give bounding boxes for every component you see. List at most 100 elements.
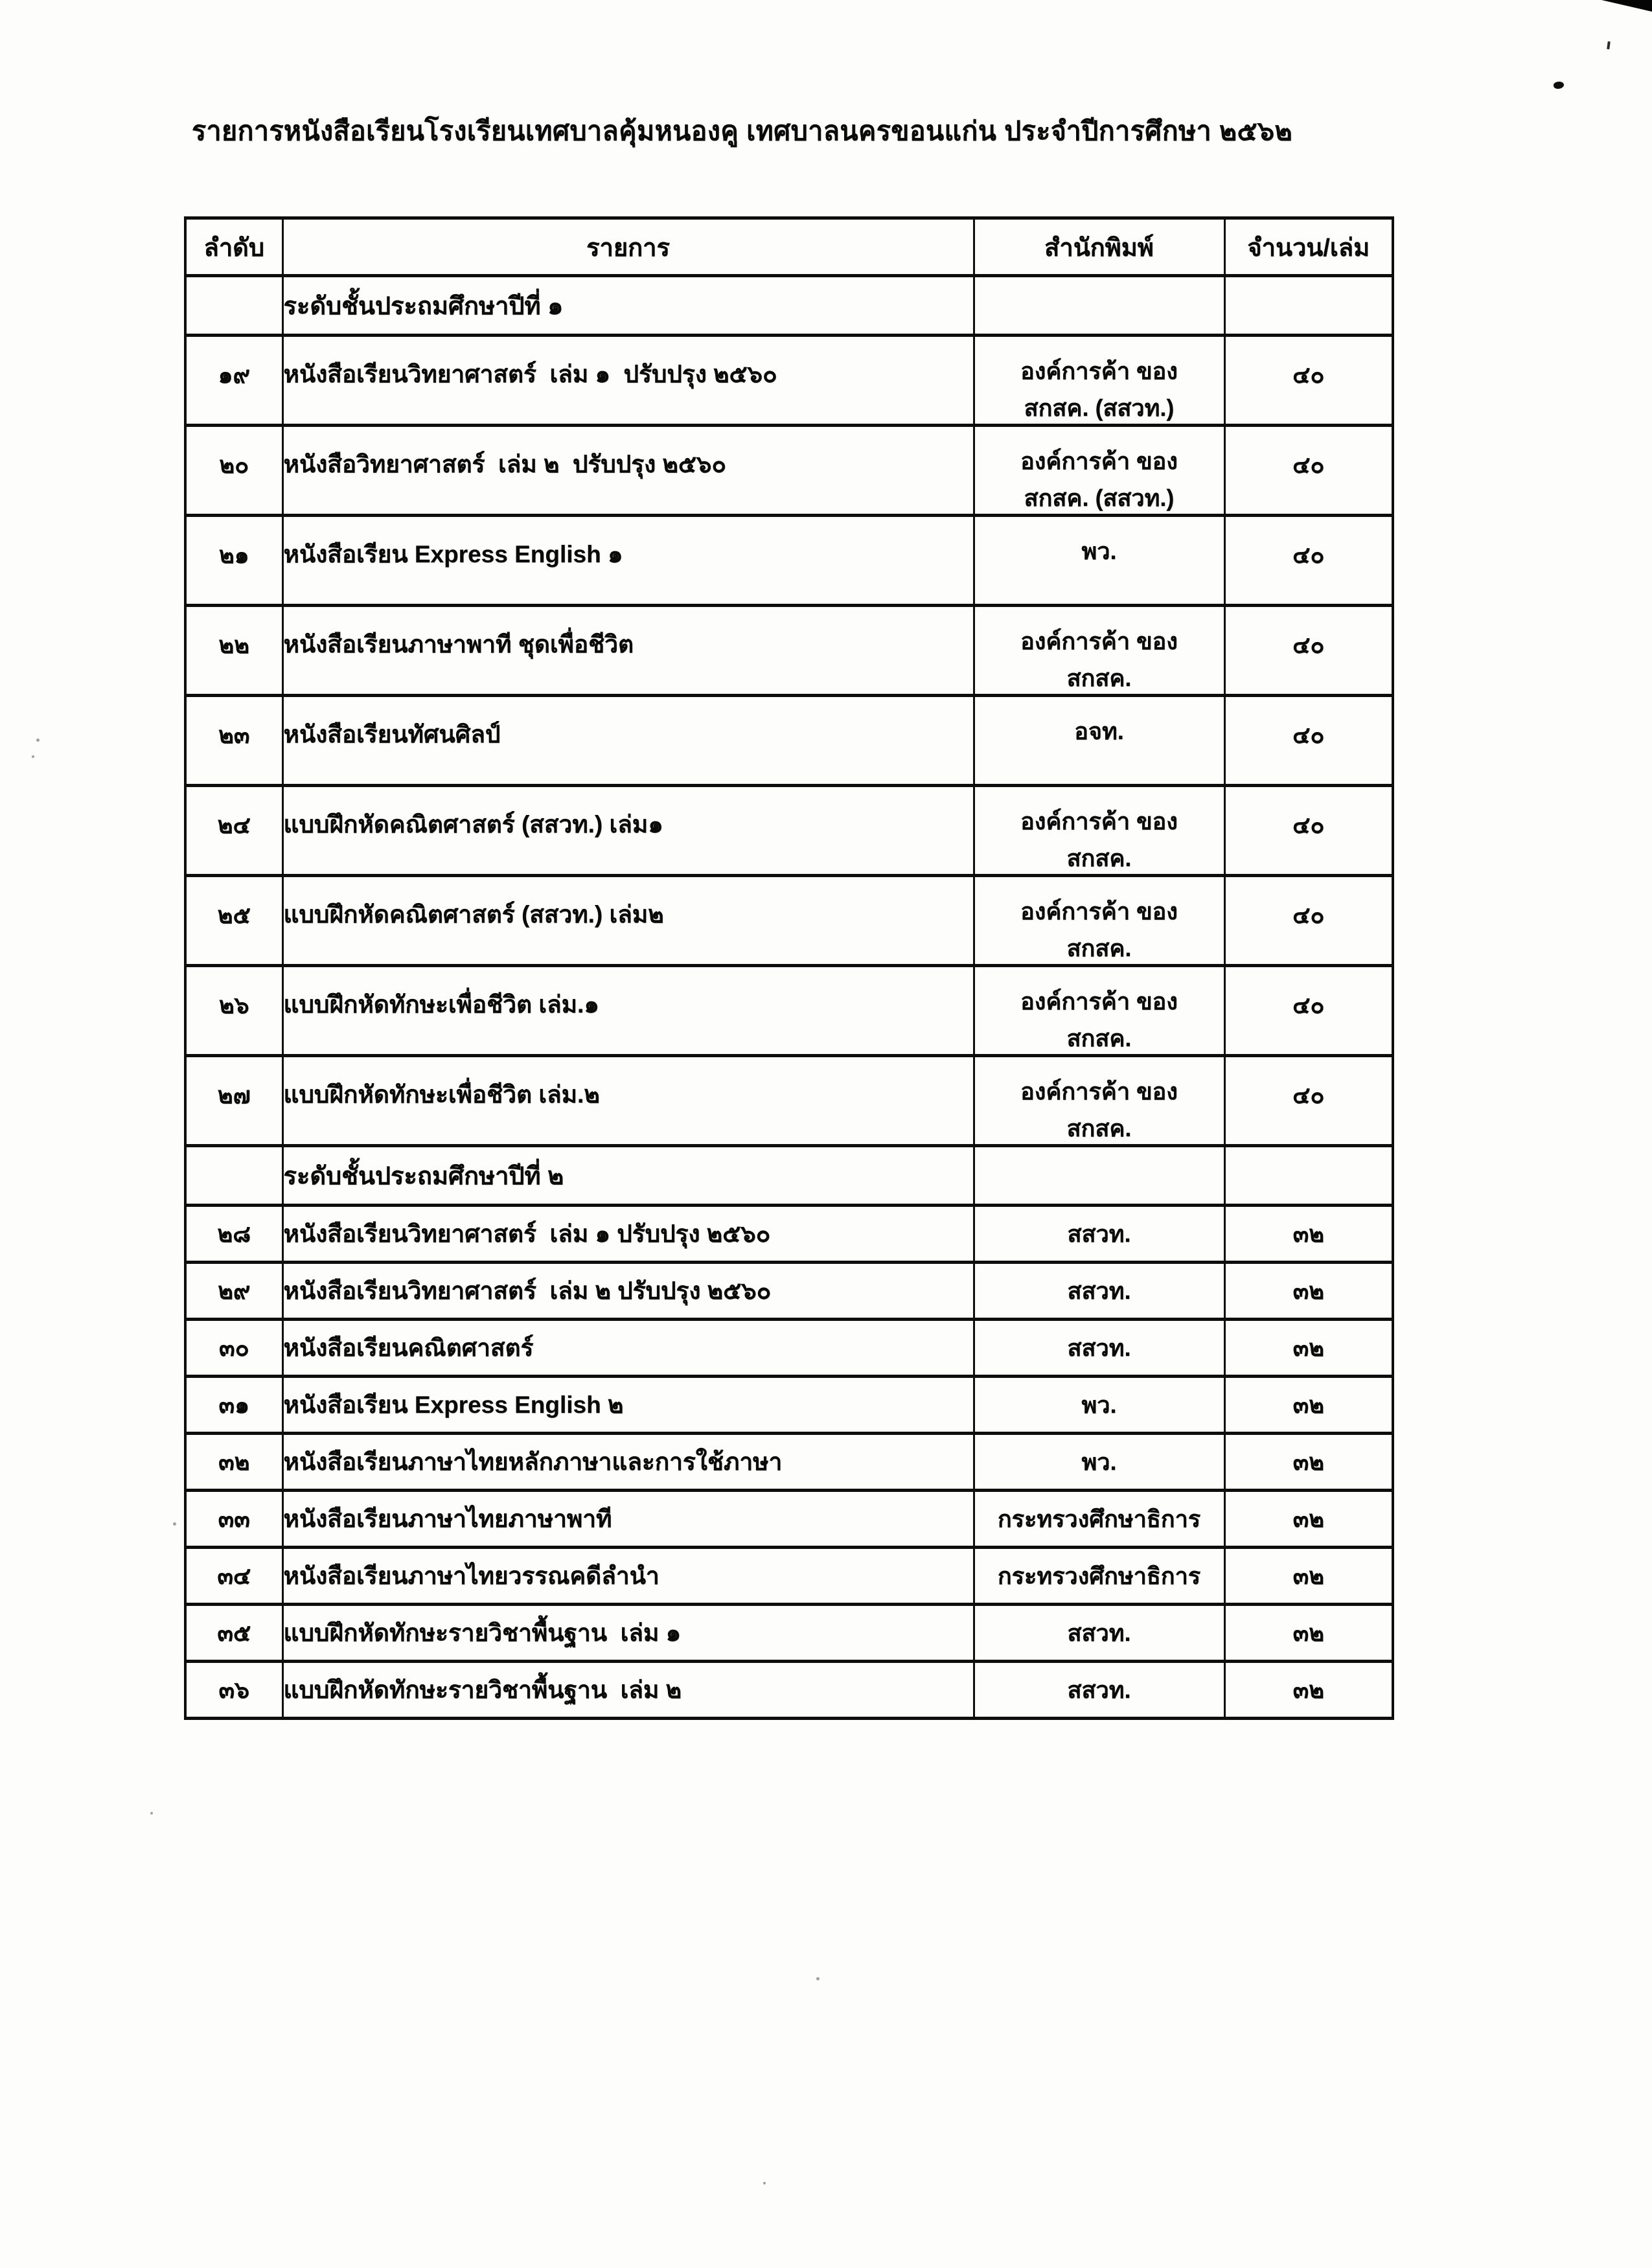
scan-speck <box>173 1522 176 1526</box>
row-quantity-cell: ๓๒ <box>1223 1318 1394 1378</box>
row-publisher-cell: องค์การค้า ของ สกสค. <box>972 1054 1226 1147</box>
section-label: ระดับชั้นประถมศึกษาปีที่ ๒ <box>281 1144 975 1207</box>
row-number-cell: ๓๒ <box>184 1432 284 1492</box>
row-quantity-cell: ๔๐ <box>1223 964 1394 1057</box>
row-quantity-cell: ๓๒ <box>1223 1261 1394 1321</box>
document-title: รายการหนังสือเรียนโรงเรียนเทศบาลคุ้มหนอง… <box>192 116 1293 146</box>
row-publisher-cell: พว. <box>972 514 1226 607</box>
row-publisher-cell: สสวท. <box>972 1204 1226 1264</box>
row-quantity-cell: ๓๒ <box>1223 1546 1394 1606</box>
column-header-publisher: สำนักพิมพ์ <box>972 216 1226 277</box>
row-quantity-cell: ๔๐ <box>1223 514 1394 607</box>
row-quantity-cell: ๓๒ <box>1223 1660 1394 1720</box>
row-publisher-cell: องค์การค้า ของ สกสค. (สสวท.) <box>972 334 1226 427</box>
row-number-cell: ๓๕ <box>184 1603 284 1663</box>
row-item-cell: หนังสือเรียนวิทยาศาสตร์ เล่ม ๑ ปรับปรุง … <box>281 334 975 427</box>
table-row: ๓๓ หนังสือเรียนภาษาไทยภาษาพาที กระทรวงศึ… <box>184 1489 1394 1549</box>
table-header-row: ลำดับ รายการ สำนักพิมพ์ จำนวน/เล่ม <box>184 216 1394 277</box>
row-item-cell: หนังสือเรียน Express English ๑ <box>281 514 975 607</box>
row-publisher-cell: พว. <box>972 1432 1226 1492</box>
row-number-cell: ๒๖ <box>184 964 284 1057</box>
row-item-cell: หนังสือเรียน Express English ๒ <box>281 1375 975 1435</box>
table-row: ๒๗ แบบฝึกหัดทักษะเพื่อชีวิต เล่ม.๒ องค์ก… <box>184 1054 1394 1147</box>
row-quantity-cell: ๓๒ <box>1223 1204 1394 1264</box>
row-item-cell: หนังสือเรียนภาษาพาที ชุดเพื่อชีวิต <box>281 604 975 697</box>
row-quantity-cell: ๔๐ <box>1223 694 1394 787</box>
section-empty-cell <box>972 1144 1226 1207</box>
row-item-cell: หนังสือเรียนคณิตศาสตร์ <box>281 1318 975 1378</box>
row-publisher-cell: องค์การค้า ของ สกสค. <box>972 874 1226 967</box>
row-number-cell: ๒๑ <box>184 514 284 607</box>
row-item-cell: แบบฝึกหัดคณิตศาสตร์ (สสวท.) เล่ม๑ <box>281 784 975 877</box>
table-row: ๒๕ แบบฝึกหัดคณิตศาสตร์ (สสวท.) เล่ม๒ องค… <box>184 874 1394 967</box>
row-item-cell: หนังสือเรียนภาษาไทยภาษาพาที <box>281 1489 975 1549</box>
row-quantity-cell: ๔๐ <box>1223 874 1394 967</box>
row-item-cell: หนังสือเรียนทัศนศิลป์ <box>281 694 975 787</box>
row-number-cell: ๒๙ <box>184 1261 284 1321</box>
scan-speck <box>763 2182 766 2184</box>
row-item-cell: หนังสือเรียนวิทยาศาสตร์ เล่ม ๑ ปรับปรุง … <box>281 1204 975 1264</box>
row-publisher-cell: สสวท. <box>972 1603 1226 1663</box>
row-publisher-cell: องค์การค้า ของ สกสค. <box>972 604 1226 697</box>
row-number-cell: ๓๖ <box>184 1660 284 1720</box>
row-publisher-cell: องค์การค้า ของ สกสค. <box>972 784 1226 877</box>
row-publisher-cell: กระทรวงศึกษาธิการ <box>972 1489 1226 1549</box>
row-item-cell: หนังสือเรียนวิทยาศาสตร์ เล่ม ๒ ปรับปรุง … <box>281 1261 975 1321</box>
scan-tick-artifact <box>1607 41 1611 50</box>
row-item-cell: แบบฝึกหัดทักษะรายวิชาพื้นฐาน เล่ม ๒ <box>281 1660 975 1720</box>
row-number-cell: ๓๐ <box>184 1318 284 1378</box>
table-body: ระดับชั้นประถมศึกษาปีที่ ๑ ๑๙ หนังสือเรี… <box>184 274 1394 1720</box>
row-publisher-cell: กระทรวงศึกษาธิการ <box>972 1546 1226 1606</box>
table-row: ๒๓ หนังสือเรียนทัศนศิลป์ อจท. ๔๐ <box>184 694 1394 787</box>
table-row: ๒๔ แบบฝึกหัดคณิตศาสตร์ (สสวท.) เล่ม๑ องค… <box>184 784 1394 877</box>
row-item-cell: แบบฝึกหัดทักษะรายวิชาพื้นฐาน เล่ม ๑ <box>281 1603 975 1663</box>
row-quantity-cell: ๓๒ <box>1223 1489 1394 1549</box>
row-quantity-cell: ๓๒ <box>1223 1432 1394 1492</box>
table-row: ๓๔ หนังสือเรียนภาษาไทยวรรณคดีลำนำ กระทรว… <box>184 1546 1394 1606</box>
scan-speck <box>816 1977 820 1980</box>
row-publisher-cell: พว. <box>972 1375 1226 1435</box>
row-quantity-cell: ๔๐ <box>1223 784 1394 877</box>
row-number-cell: ๓๓ <box>184 1489 284 1549</box>
row-item-cell: หนังสือเรียนภาษาไทยหลักภาษาและการใช้ภาษา <box>281 1432 975 1492</box>
scan-speck <box>32 755 34 758</box>
row-publisher-cell: สสวท. <box>972 1318 1226 1378</box>
section-empty-cell <box>1223 274 1394 337</box>
table-row: ๓๑ หนังสือเรียน Express English ๒ พว. ๓๒ <box>184 1375 1394 1435</box>
section-header-row: ระดับชั้นประถมศึกษาปีที่ ๑ <box>184 274 1394 337</box>
row-publisher-cell: องค์การค้า ของ สกสค. (สสวท.) <box>972 424 1226 517</box>
row-quantity-cell: ๓๒ <box>1223 1603 1394 1663</box>
row-quantity-cell: ๔๐ <box>1223 1054 1394 1147</box>
row-item-cell: แบบฝึกหัดทักษะเพื่อชีวิต เล่ม.๒ <box>281 1054 975 1147</box>
table-row: ๒๐ หนังสือวิทยาศาสตร์ เล่ม ๒ ปรับปรุง ๒๕… <box>184 424 1394 517</box>
table-row: ๒๑ หนังสือเรียน Express English ๑ พว. ๔๐ <box>184 514 1394 607</box>
row-quantity-cell: ๔๐ <box>1223 424 1394 517</box>
scan-speck <box>150 1812 153 1815</box>
row-number-cell: ๒๘ <box>184 1204 284 1264</box>
table-row: ๒๙ หนังสือเรียนวิทยาศาสตร์ เล่ม ๒ ปรับปร… <box>184 1261 1394 1321</box>
table-row: ๒๘ หนังสือเรียนวิทยาศาสตร์ เล่ม ๑ ปรับปร… <box>184 1204 1394 1264</box>
scan-blob-artifact <box>1553 80 1565 90</box>
row-publisher-cell: องค์การค้า ของ สกสค. <box>972 964 1226 1057</box>
section-empty-cell <box>184 1144 284 1207</box>
row-quantity-cell: ๔๐ <box>1223 334 1394 427</box>
row-number-cell: ๒๕ <box>184 874 284 967</box>
row-quantity-cell: ๓๒ <box>1223 1375 1394 1435</box>
row-number-cell: ๒๐ <box>184 424 284 517</box>
row-item-cell: หนังสือเรียนภาษาไทยวรรณคดีลำนำ <box>281 1546 975 1606</box>
column-header-item: รายการ <box>281 216 975 277</box>
table-row: ๓๐ หนังสือเรียนคณิตศาสตร์ สสวท. ๓๒ <box>184 1318 1394 1378</box>
row-number-cell: ๒๗ <box>184 1054 284 1147</box>
scan-corner-artifact <box>1601 0 1652 12</box>
row-quantity-cell: ๔๐ <box>1223 604 1394 697</box>
row-number-cell: ๓๔ <box>184 1546 284 1606</box>
row-item-cell: หนังสือวิทยาศาสตร์ เล่ม ๒ ปรับปรุง ๒๕๖๐ <box>281 424 975 517</box>
row-item-cell: แบบฝึกหัดทักษะเพื่อชีวิต เล่ม.๑ <box>281 964 975 1057</box>
row-number-cell: ๒๔ <box>184 784 284 877</box>
section-empty-cell <box>1223 1144 1394 1207</box>
row-publisher-cell: สสวท. <box>972 1261 1226 1321</box>
table-row: ๓๖ แบบฝึกหัดทักษะรายวิชาพื้นฐาน เล่ม ๒ ส… <box>184 1660 1394 1720</box>
book-list-table: ลำดับ รายการ สำนักพิมพ์ จำนวน/เล่ม ระดับ… <box>184 216 1394 1720</box>
row-publisher-cell: อจท. <box>972 694 1226 787</box>
